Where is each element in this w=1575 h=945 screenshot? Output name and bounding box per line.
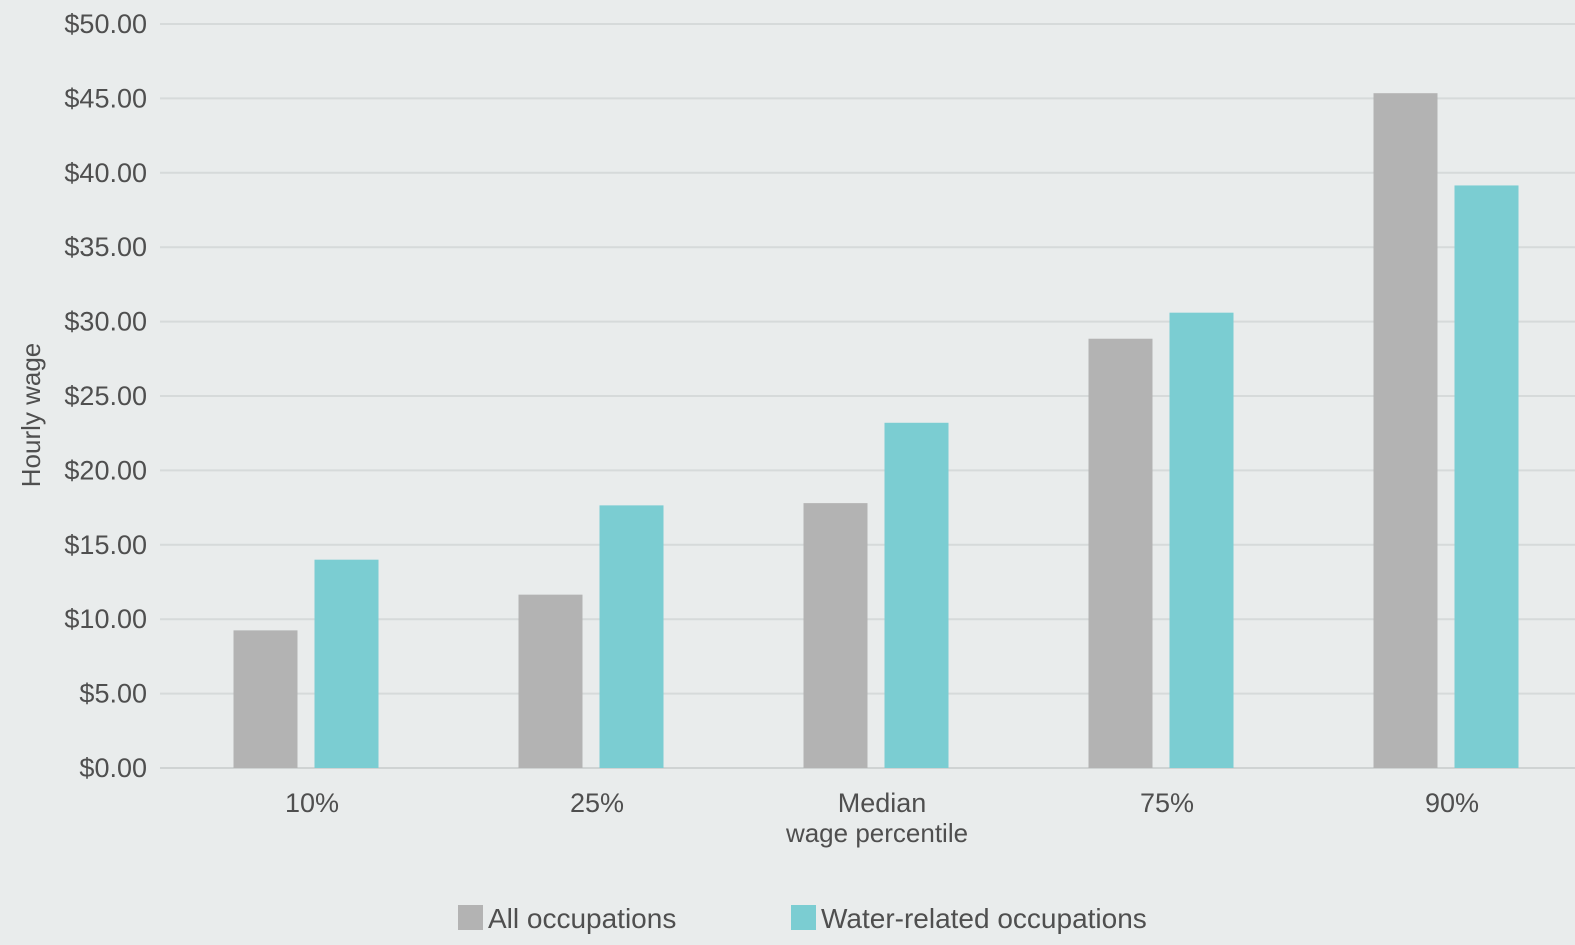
bar-all-occupations <box>803 503 868 768</box>
legend-label: All occupations <box>488 903 676 934</box>
x-axis-labels: 10% 25% Median 75% 90% <box>285 788 1479 818</box>
gridlines <box>160 23 1575 769</box>
bar-all-occupations <box>1373 93 1438 768</box>
x-tick-label: Median <box>838 788 927 818</box>
y-tick-label: $45.00 <box>64 83 147 113</box>
x-tick-label: 25% <box>570 788 624 818</box>
legend: All occupations Water-related occupations <box>458 903 1147 934</box>
bar-all-occupations <box>1088 338 1153 768</box>
bar-water-related <box>314 559 379 768</box>
x-tick-label: 90% <box>1425 788 1479 818</box>
x-axis-title: wage percentile <box>785 818 968 848</box>
y-tick-label: $5.00 <box>79 679 147 709</box>
bar-water-related <box>1454 185 1519 768</box>
bar-all-occupations <box>518 594 583 768</box>
bar-all-occupations <box>233 630 298 768</box>
bar-water-related <box>599 505 664 768</box>
y-tick-label: $40.00 <box>64 158 147 188</box>
y-tick-label: $0.00 <box>79 753 147 783</box>
x-tick-label: 10% <box>285 788 339 818</box>
legend-label: Water-related occupations <box>821 903 1147 934</box>
y-tick-label: $10.00 <box>64 604 147 634</box>
y-tick-label: $30.00 <box>64 307 147 337</box>
y-axis-ticks: $0.00 $5.00 $10.00 $15.00 $20.00 $25.00 $30.00… <box>64 9 147 783</box>
y-tick-label: $20.00 <box>64 455 147 485</box>
y-tick-label: $35.00 <box>64 232 147 262</box>
bar-water-related <box>884 422 949 768</box>
bars <box>233 93 1519 768</box>
legend-swatch <box>458 905 483 930</box>
y-tick-label: $50.00 <box>64 9 147 39</box>
y-tick-label: $25.00 <box>64 381 147 411</box>
y-axis-title: Hourly wage <box>16 343 46 488</box>
y-tick-label: $15.00 <box>64 530 147 560</box>
legend-swatch <box>791 905 816 930</box>
x-tick-label: 75% <box>1140 788 1194 818</box>
bar-water-related <box>1169 312 1234 768</box>
